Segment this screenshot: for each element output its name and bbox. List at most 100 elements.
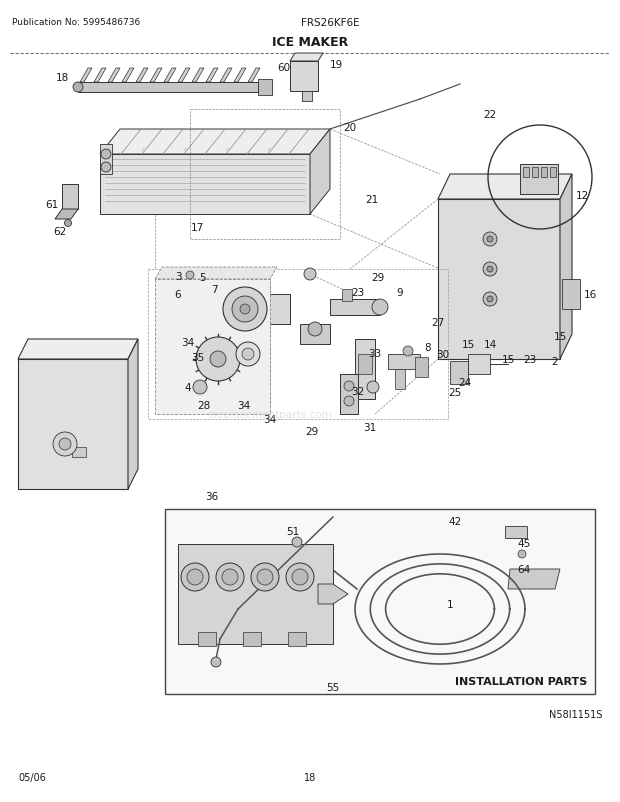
Text: 34: 34 [237, 400, 250, 411]
Polygon shape [192, 69, 204, 83]
Text: ICE MAKER: ICE MAKER [272, 36, 348, 49]
Circle shape [196, 338, 240, 382]
Polygon shape [340, 375, 358, 415]
Circle shape [187, 569, 203, 585]
Text: 34: 34 [182, 338, 195, 347]
Polygon shape [258, 80, 272, 96]
Text: 21: 21 [365, 195, 379, 205]
Circle shape [487, 237, 493, 243]
Text: FRS26KF6E: FRS26KF6E [301, 18, 360, 28]
Circle shape [223, 288, 267, 331]
Polygon shape [164, 69, 176, 83]
Polygon shape [80, 69, 92, 83]
Circle shape [518, 550, 526, 558]
Circle shape [251, 563, 279, 591]
Bar [198, 632, 216, 646]
Text: 29: 29 [371, 273, 384, 282]
Text: 35: 35 [192, 353, 205, 363]
Polygon shape [388, 354, 420, 370]
Circle shape [101, 163, 111, 172]
Bar [532, 168, 538, 178]
Circle shape [181, 563, 209, 591]
Text: 31: 31 [363, 423, 376, 432]
Text: 62: 62 [53, 227, 66, 237]
Circle shape [483, 263, 497, 277]
Text: INSTALLATION PARTS: INSTALLATION PARTS [454, 676, 587, 687]
Text: 15: 15 [554, 331, 567, 342]
Circle shape [257, 569, 273, 585]
Polygon shape [220, 69, 232, 83]
Circle shape [210, 351, 226, 367]
Circle shape [367, 382, 379, 394]
Polygon shape [508, 569, 560, 589]
Circle shape [483, 233, 497, 247]
Circle shape [304, 269, 316, 281]
Polygon shape [155, 280, 270, 415]
Circle shape [193, 380, 207, 395]
Text: 1: 1 [446, 599, 453, 610]
Bar [550, 168, 556, 178]
Text: 2: 2 [552, 357, 559, 367]
Polygon shape [100, 130, 330, 155]
Polygon shape [234, 69, 246, 83]
Polygon shape [318, 585, 348, 604]
Text: 5: 5 [198, 273, 205, 282]
Bar [505, 526, 527, 538]
Circle shape [232, 297, 258, 322]
Polygon shape [520, 164, 558, 195]
Bar [72, 448, 86, 457]
Bar [358, 354, 372, 375]
Polygon shape [100, 155, 310, 215]
Polygon shape [355, 339, 375, 399]
Text: 51: 51 [286, 526, 299, 537]
Text: 4: 4 [185, 383, 192, 392]
Polygon shape [342, 290, 352, 302]
Polygon shape [178, 545, 333, 644]
Polygon shape [300, 325, 330, 345]
Circle shape [53, 432, 77, 456]
Circle shape [483, 293, 497, 306]
Polygon shape [55, 210, 78, 220]
Text: N58I1151S: N58I1151S [549, 709, 602, 719]
Polygon shape [128, 339, 138, 489]
Polygon shape [206, 69, 218, 83]
Polygon shape [94, 69, 106, 83]
Circle shape [240, 305, 250, 314]
Polygon shape [62, 184, 78, 210]
Text: 28: 28 [197, 400, 211, 411]
Text: 64: 64 [517, 565, 531, 574]
Polygon shape [415, 358, 428, 378]
Circle shape [64, 221, 71, 227]
Text: 23: 23 [352, 288, 365, 298]
Polygon shape [560, 175, 572, 359]
Polygon shape [450, 362, 468, 384]
Polygon shape [562, 280, 580, 310]
Text: 18: 18 [304, 772, 316, 782]
Bar [523, 168, 529, 178]
Text: 61: 61 [45, 200, 59, 210]
Text: 15: 15 [461, 339, 475, 350]
Text: 7: 7 [211, 285, 218, 294]
Bar [288, 632, 306, 646]
Text: 30: 30 [436, 350, 450, 359]
Text: 18: 18 [55, 73, 69, 83]
Circle shape [403, 346, 413, 357]
Circle shape [292, 537, 302, 547]
Bar [190, 110, 340, 240]
Circle shape [292, 569, 308, 585]
Bar [165, 509, 595, 695]
Text: ereplacementparts.com: ereplacementparts.com [208, 410, 332, 419]
Polygon shape [290, 62, 318, 92]
Text: 36: 36 [205, 492, 219, 501]
Polygon shape [178, 69, 190, 83]
Polygon shape [438, 200, 560, 359]
Bar [243, 632, 261, 646]
Text: Publication No: 5995486736: Publication No: 5995486736 [12, 18, 140, 27]
Polygon shape [108, 69, 120, 83]
Text: 55: 55 [326, 683, 340, 692]
Polygon shape [78, 83, 258, 93]
Polygon shape [310, 130, 330, 215]
Bar [541, 168, 547, 178]
Text: 6: 6 [175, 290, 181, 300]
Text: 29: 29 [306, 427, 319, 436]
